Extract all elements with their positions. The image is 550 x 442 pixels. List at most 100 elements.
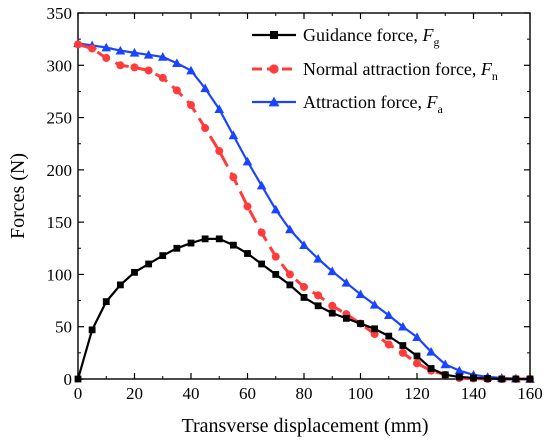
legend-symbol: F (425, 92, 438, 112)
legend-item-a: Attraction force, Fa (252, 92, 443, 116)
data-point-circle (285, 270, 294, 279)
data-point-circle (257, 228, 266, 237)
data-point-circle (116, 61, 125, 70)
data-point-square (427, 365, 435, 372)
y-tick-label: 350 (47, 4, 73, 23)
x-tick-label: 140 (461, 384, 487, 403)
data-point-square (385, 332, 393, 340)
data-point-square (201, 235, 209, 243)
data-point-circle (328, 301, 337, 310)
y-tick-label: 250 (47, 109, 73, 128)
data-point-square (270, 31, 278, 39)
legend-item-g: Guidance force, Fg (252, 25, 439, 49)
data-point-triangle (299, 240, 309, 249)
data-point-square (272, 271, 280, 278)
data-point-triangle (172, 58, 182, 68)
data-point-square (215, 235, 223, 243)
data-point-square (357, 320, 364, 327)
y-tick-label: 200 (47, 161, 73, 180)
data-point-square (484, 375, 492, 382)
legend-symbol: F (480, 59, 493, 79)
data-point-square (455, 373, 463, 381)
data-point-triangle (398, 321, 408, 331)
data-point-square (102, 298, 110, 306)
data-point-circle (229, 173, 238, 182)
legend-name: Attraction force, (303, 92, 426, 112)
data-point-square (441, 371, 449, 379)
legend: Guidance force, Fg Normal attraction forc… (252, 25, 498, 116)
data-point-square (159, 252, 167, 260)
data-point-square (229, 241, 237, 249)
data-point-triangle (143, 50, 154, 59)
data-point-circle (74, 40, 82, 49)
data-point-circle (300, 282, 308, 291)
data-point-triangle (313, 253, 323, 263)
data-point-circle (201, 124, 210, 133)
x-tick-label: 80 (296, 384, 313, 403)
legend-item-n: Normal attraction force, Fn (252, 59, 498, 83)
data-point-circle (243, 202, 252, 211)
data-point-circle (398, 348, 407, 357)
data-point-triangle (242, 156, 253, 166)
legend-label: Guidance force, Fg (303, 25, 439, 49)
data-point-triangle (200, 83, 210, 93)
data-point-triangle (383, 310, 394, 320)
legend-label: Attraction force, Fa (303, 92, 443, 116)
x-axis-title: Transverse displacement (mm) (182, 415, 429, 437)
data-point-circle (172, 86, 181, 95)
data-point-square (314, 302, 322, 310)
data-point-circle (314, 291, 323, 300)
legend-subscript: g (433, 35, 439, 49)
x-tick-label: 40 (183, 384, 200, 403)
y-tick-label: 150 (47, 213, 73, 232)
data-point-circle (413, 359, 421, 368)
data-point-triangle (440, 359, 451, 369)
data-point-square (173, 244, 181, 252)
x-tick-label: 0 (74, 384, 83, 403)
data-point-square (342, 314, 350, 322)
x-tick-label: 160 (517, 384, 543, 403)
y-tick-label: 0 (64, 370, 73, 389)
data-point-circle (269, 64, 279, 74)
data-point-circle (130, 63, 139, 72)
data-point-triangle (426, 347, 436, 356)
data-point-square (371, 325, 379, 333)
legend-label: Normal attraction force, Fn (303, 59, 498, 83)
data-point-square (187, 239, 195, 247)
data-point-circle (144, 66, 153, 75)
data-point-square (116, 281, 124, 289)
data-point-triangle (268, 96, 280, 107)
data-point-square (413, 352, 421, 360)
series-a (73, 38, 535, 383)
data-point-triangle (355, 289, 366, 299)
series-layer (73, 38, 535, 383)
data-point-square (328, 309, 336, 317)
data-point-circle (102, 53, 111, 62)
data-point-square (131, 268, 138, 276)
legend-subscript: a (437, 102, 443, 116)
data-point-square (512, 375, 520, 383)
x-tick-label: 120 (404, 384, 430, 403)
data-point-square (286, 281, 294, 289)
data-point-triangle (157, 52, 168, 61)
y-axis-title: Forces (N) (7, 153, 29, 239)
data-point-triangle (341, 277, 352, 287)
data-point-circle (187, 101, 195, 110)
data-point-square (244, 250, 251, 257)
data-point-circle (271, 252, 280, 261)
series-g (74, 235, 534, 383)
x-tick-label: 20 (126, 384, 143, 403)
legend-subscript: n (492, 69, 498, 83)
data-point-triangle (214, 104, 225, 114)
data-point-triangle (129, 47, 140, 57)
x-tick-label: 100 (348, 384, 374, 403)
data-point-circle (158, 73, 167, 82)
data-point-circle (384, 340, 393, 349)
data-point-triangle (270, 204, 281, 214)
data-point-triangle (412, 332, 422, 342)
x-tick-label: 60 (239, 384, 256, 403)
data-point-circle (215, 147, 224, 156)
legend-name: Normal attraction force, (303, 59, 481, 79)
y-tick-label: 100 (47, 265, 73, 284)
